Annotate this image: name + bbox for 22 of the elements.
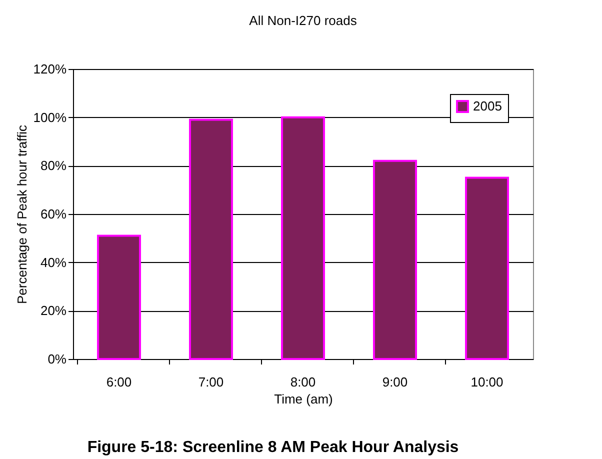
x-tick-label: 10:00 [470, 374, 504, 390]
bar [373, 160, 417, 360]
y-tick-label: 60% [40, 206, 67, 222]
x-tick-label: 7:00 [198, 374, 224, 390]
bar [97, 234, 141, 360]
y-axis-title: Percentage of Peak hour traffic [14, 124, 30, 304]
x-tick-label: 9:00 [382, 374, 408, 390]
bar [465, 176, 509, 360]
y-tick-label: 80% [40, 158, 67, 174]
bar [281, 116, 325, 360]
x-axis-title: Time (am) [274, 392, 333, 406]
x-tick-label: 8:00 [290, 374, 316, 390]
y-tick-label: 120% [33, 62, 67, 76]
bar [189, 118, 233, 360]
chart-title: All Non-I270 roads [249, 13, 358, 28]
y-tick-label: 0% [48, 352, 67, 366]
y-tick-label: 100% [33, 110, 67, 125]
y-tick-label: 20% [40, 303, 67, 318]
legend-label: 2005 [473, 98, 502, 114]
y-tick-label: 40% [40, 254, 67, 270]
caption: Figure 5-18: Screenline 8 AM Peak Hour Analysis [87, 439, 459, 456]
x-tick-label: 6:00 [106, 374, 132, 390]
